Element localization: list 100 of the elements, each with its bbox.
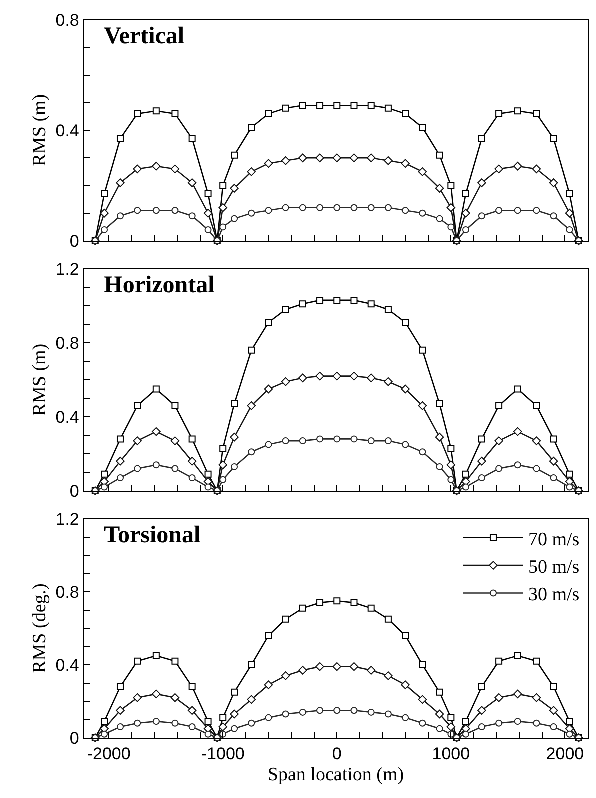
point xyxy=(204,208,213,218)
x-tick-label: 0 xyxy=(332,744,342,764)
point xyxy=(435,184,444,193)
point xyxy=(478,474,486,482)
x-tick-label: 1000 xyxy=(432,744,470,764)
point xyxy=(334,707,341,714)
point xyxy=(231,400,238,408)
point xyxy=(419,720,426,727)
point xyxy=(550,474,558,482)
point xyxy=(350,599,358,606)
point xyxy=(248,720,256,727)
point xyxy=(170,164,180,174)
point xyxy=(116,178,125,188)
y-tick-label: 0 xyxy=(70,728,80,748)
point xyxy=(366,666,376,675)
point xyxy=(384,672,393,680)
point xyxy=(218,460,228,470)
point xyxy=(566,484,574,491)
point xyxy=(316,436,324,443)
point xyxy=(513,690,522,699)
point xyxy=(316,204,324,212)
point xyxy=(446,203,456,212)
point xyxy=(368,708,375,716)
point xyxy=(298,154,308,163)
point xyxy=(350,102,358,110)
point xyxy=(298,666,308,675)
point xyxy=(496,720,503,727)
point xyxy=(116,457,125,466)
point xyxy=(230,432,239,442)
point xyxy=(265,441,272,448)
point xyxy=(133,164,142,174)
point xyxy=(566,190,574,198)
point xyxy=(316,102,324,110)
point xyxy=(265,714,272,722)
y-axis-title: RMS (m) xyxy=(30,344,51,416)
point xyxy=(550,212,558,220)
point xyxy=(436,152,444,159)
point xyxy=(334,102,341,110)
point xyxy=(549,457,558,466)
point xyxy=(264,384,274,394)
point xyxy=(496,402,503,410)
x-tick-label: -1000 xyxy=(201,744,245,764)
point xyxy=(204,190,212,198)
point xyxy=(172,465,179,472)
point xyxy=(101,484,108,491)
point xyxy=(384,377,393,386)
point xyxy=(116,724,124,731)
point xyxy=(188,683,196,690)
point xyxy=(170,693,180,702)
point xyxy=(299,300,306,308)
point xyxy=(566,718,574,726)
point xyxy=(384,104,392,112)
point xyxy=(220,444,227,452)
point xyxy=(533,720,540,727)
point xyxy=(550,724,558,731)
point xyxy=(418,695,428,704)
point xyxy=(478,457,486,466)
point xyxy=(418,402,428,410)
point xyxy=(204,226,212,234)
point xyxy=(419,662,426,668)
point xyxy=(116,474,124,482)
point xyxy=(448,444,455,452)
point xyxy=(204,730,212,738)
y-tick-label: 1.2 xyxy=(56,510,80,529)
point xyxy=(316,154,324,163)
y-tick-label: 0.8 xyxy=(56,582,80,602)
point xyxy=(172,207,179,214)
point xyxy=(514,386,522,393)
x-tick-label: -2000 xyxy=(87,744,131,764)
point xyxy=(462,208,470,218)
point xyxy=(248,124,256,132)
point xyxy=(513,162,522,171)
point xyxy=(299,438,306,445)
point xyxy=(299,604,306,612)
point xyxy=(462,226,470,234)
point xyxy=(116,683,124,690)
point xyxy=(401,680,410,690)
point xyxy=(172,720,179,727)
point xyxy=(494,693,504,702)
point xyxy=(514,652,522,660)
point xyxy=(218,722,228,732)
point xyxy=(478,436,486,443)
point xyxy=(247,695,256,704)
point xyxy=(133,436,142,446)
point xyxy=(152,652,160,660)
point xyxy=(204,718,212,726)
point xyxy=(402,714,410,722)
point xyxy=(316,599,324,606)
point xyxy=(172,402,179,410)
chart-title: Horizontal xyxy=(104,272,216,298)
point xyxy=(152,690,161,699)
point xyxy=(533,402,540,410)
point xyxy=(384,710,392,718)
y-tick-label: 0.8 xyxy=(56,334,80,353)
point xyxy=(384,616,392,623)
point xyxy=(204,484,212,491)
point xyxy=(350,296,358,304)
point xyxy=(116,436,124,443)
point xyxy=(496,110,503,118)
point xyxy=(566,730,574,738)
